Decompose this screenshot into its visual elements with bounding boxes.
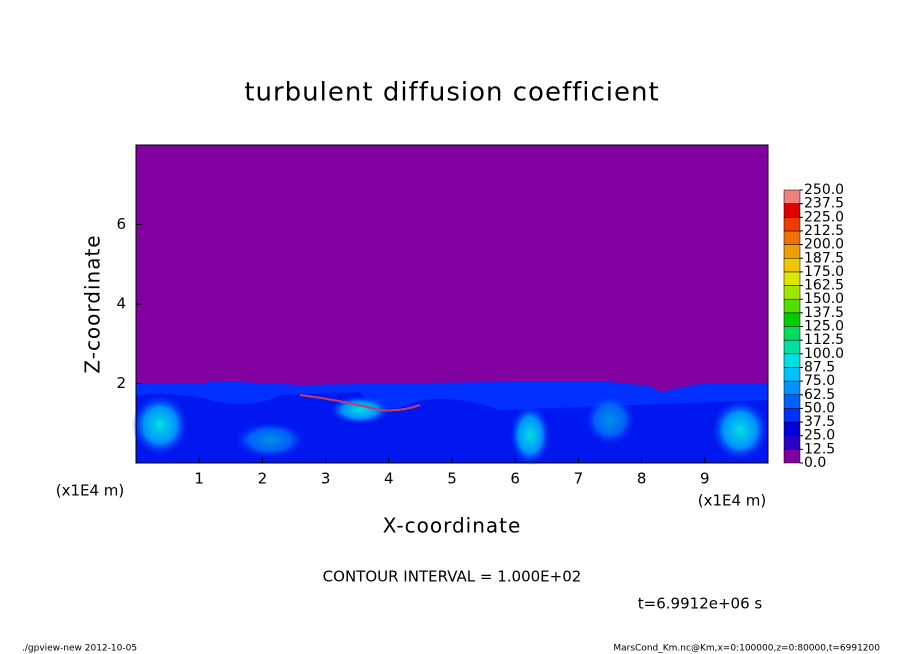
colorbar-label: 62.5 bbox=[804, 387, 835, 403]
colorbar-label: 250.0 bbox=[804, 182, 844, 198]
colorbar-swatch bbox=[783, 258, 801, 273]
x-tick-label: 7 bbox=[574, 470, 584, 488]
x-tick-label: 8 bbox=[637, 470, 647, 488]
colorbar-swatch bbox=[783, 339, 801, 355]
colorbar-label: 200.0 bbox=[804, 237, 844, 253]
colorbar-label: 162.5 bbox=[804, 278, 844, 294]
colorbar-label: 12.5 bbox=[804, 441, 835, 457]
colorbar-swatch bbox=[783, 394, 801, 409]
colorbar-swatch bbox=[783, 408, 801, 423]
contour-interval: CONTOUR INTERVAL = 1.000E+02 bbox=[323, 568, 582, 586]
colorbar-swatch bbox=[783, 271, 801, 286]
colorbar-label: 187.5 bbox=[804, 250, 844, 266]
colorbar-swatch bbox=[783, 285, 801, 300]
colorbar-label: 175.0 bbox=[804, 264, 844, 280]
colorbar-swatch bbox=[783, 353, 801, 368]
y-axis-label: Z-coordinate bbox=[81, 234, 105, 373]
colorbar-label: 212.5 bbox=[804, 223, 844, 239]
colorbar-label: 0.0 bbox=[804, 455, 826, 471]
colorbar-swatch bbox=[783, 298, 801, 314]
colorbar-label: 237.5 bbox=[804, 196, 844, 212]
x-tick-label: 2 bbox=[258, 470, 268, 488]
colorbar-label: 112.5 bbox=[804, 332, 844, 348]
colorbar-swatch bbox=[783, 230, 801, 245]
y-tick-label: 2 bbox=[116, 374, 126, 392]
y-tick-label: 4 bbox=[116, 295, 126, 313]
colorbar-label: 100.0 bbox=[804, 346, 844, 362]
x-tick-label: 4 bbox=[384, 470, 394, 488]
colorbar-swatch bbox=[783, 326, 801, 341]
x-unit: (x1E4 m) bbox=[698, 492, 767, 510]
y-tick-label: 6 bbox=[116, 215, 126, 233]
colorbar-swatch bbox=[783, 244, 801, 259]
colorbar-label: 75.0 bbox=[804, 373, 835, 389]
footer-right: MarsCond_Km.nc@Km,x=0:100000,z=0:80000,t… bbox=[613, 644, 880, 654]
colorbar-label: 137.5 bbox=[804, 305, 844, 321]
colorbar-swatch bbox=[783, 189, 801, 204]
colorbar-swatch bbox=[783, 367, 801, 382]
time-label: t=6.9912e+06 s bbox=[638, 595, 763, 613]
x-axis-label: X-coordinate bbox=[383, 514, 522, 538]
colorbar-label: 150.0 bbox=[804, 291, 844, 307]
colorbar-swatch bbox=[783, 380, 801, 396]
y-unit: (x1E4 m) bbox=[56, 482, 125, 500]
x-tick-label: 1 bbox=[194, 470, 204, 488]
colorbar-swatch bbox=[783, 435, 801, 450]
colorbar-label: 25.0 bbox=[804, 428, 835, 444]
colorbar-label: 125.0 bbox=[804, 319, 844, 335]
field bbox=[132, 145, 768, 465]
colorbar-label: 50.0 bbox=[804, 400, 835, 416]
colorbar-label: 37.5 bbox=[804, 414, 835, 430]
footer-left: ./gpview-new 2012-10-05 bbox=[22, 644, 137, 654]
colorbar-swatch bbox=[783, 217, 801, 232]
x-tick-label: 5 bbox=[447, 470, 457, 488]
x-tick-label: 3 bbox=[321, 470, 331, 488]
colorbar-swatch bbox=[783, 421, 801, 436]
colorbar-label: 225.0 bbox=[804, 209, 844, 225]
x-tick-label: 6 bbox=[510, 470, 520, 488]
colorbar-label: 87.5 bbox=[804, 359, 835, 375]
x-tick-label: 9 bbox=[700, 470, 710, 488]
colorbar-swatch bbox=[783, 312, 801, 327]
chart-title: turbulent diffusion coefficient bbox=[244, 78, 659, 108]
colorbar-swatch bbox=[783, 449, 801, 464]
colorbar-swatch bbox=[783, 203, 801, 218]
